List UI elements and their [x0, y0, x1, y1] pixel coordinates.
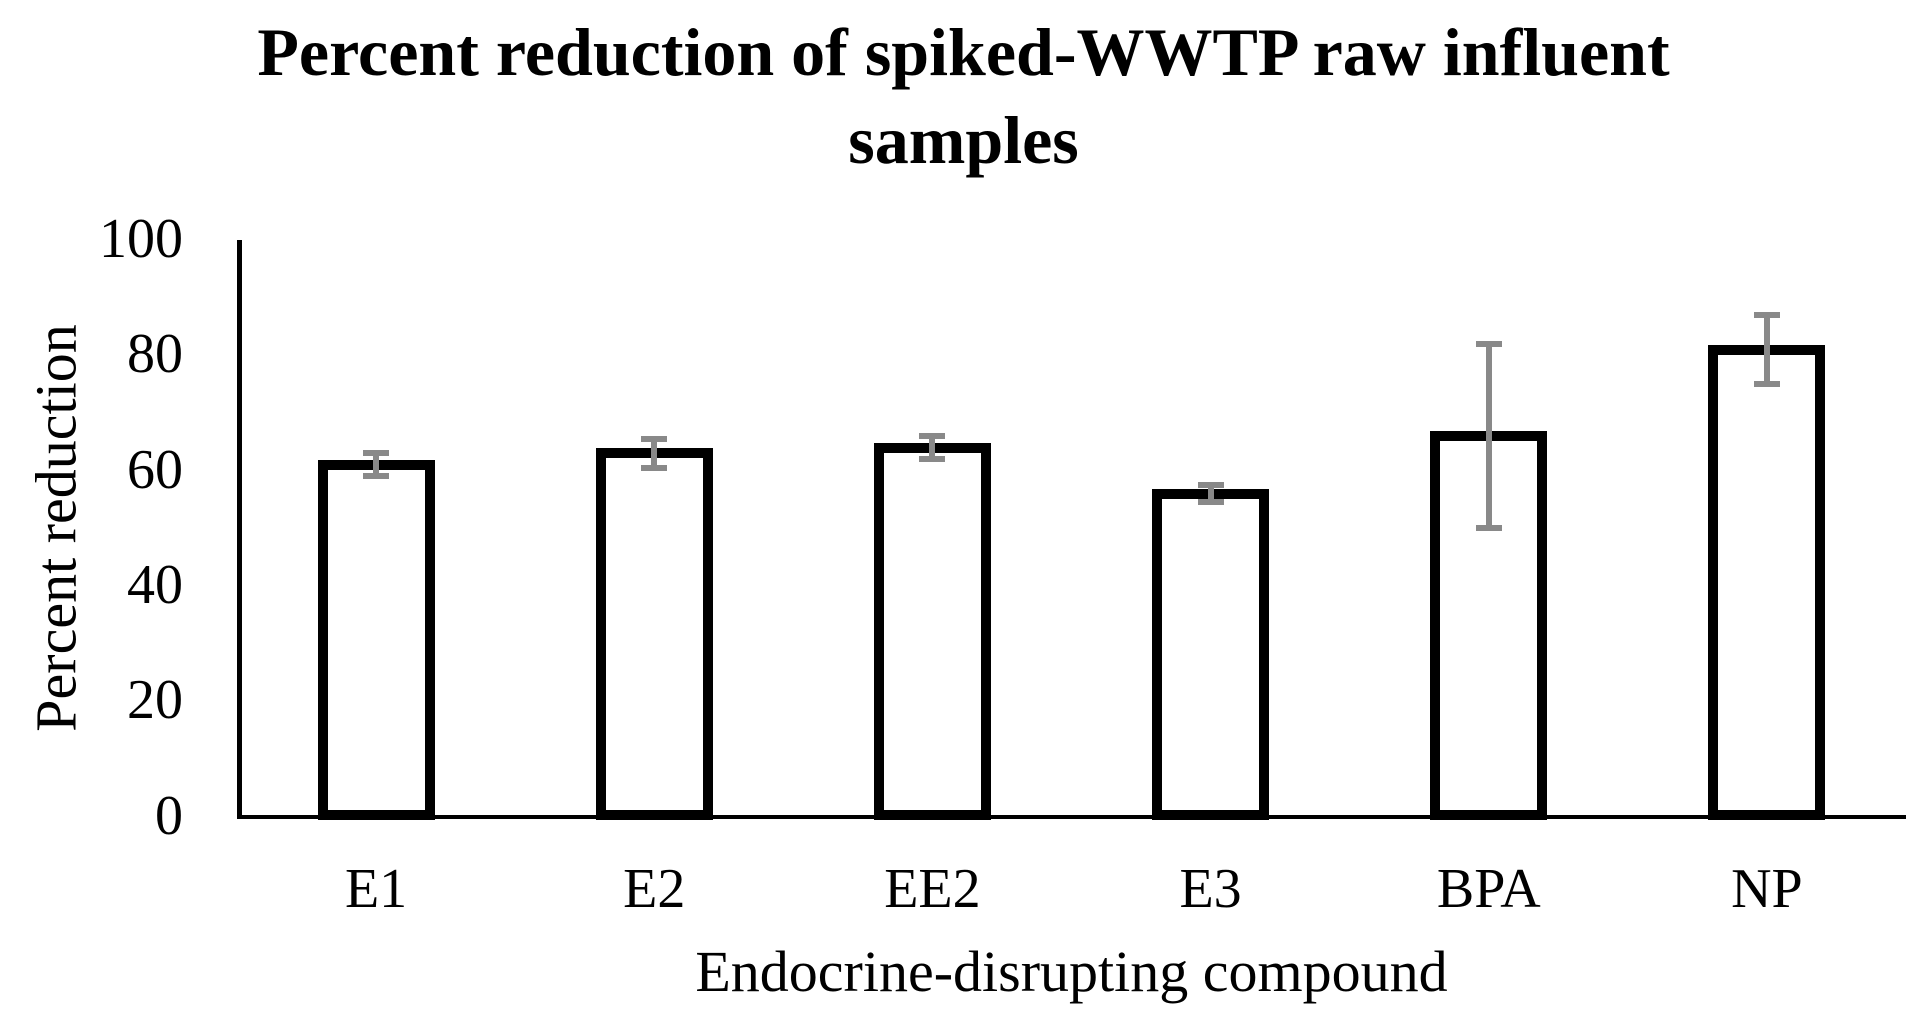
error-bar-line [1207, 485, 1214, 503]
y-axis-line [237, 240, 242, 819]
bar-e1 [317, 459, 435, 821]
error-bar-cap [1753, 381, 1780, 388]
error-bar-line [1763, 314, 1770, 385]
error-bar-cap [641, 435, 668, 442]
y-tick-label: 100 [99, 208, 183, 270]
y-tick-label: 40 [127, 553, 183, 616]
x-tick-label-ee2: EE2 [884, 858, 981, 920]
chart-title: Percent reduction of spiked-WWTP raw inf… [257, 14, 1670, 179]
x-axis-line [237, 815, 1906, 819]
error-bar-cap [1197, 499, 1224, 506]
error-bar-cap [1197, 482, 1224, 488]
x-axis-title: Endocrine-disrupting compound [695, 939, 1448, 1004]
x-tick-label-bpa: BPA [1436, 858, 1541, 920]
x-tick-label-e1: E1 [344, 858, 408, 920]
y-tick-label: 0 [155, 784, 183, 847]
x-tick-label-e2: E2 [623, 858, 686, 920]
error-bar-cap [363, 473, 390, 480]
y-tick-label: 60 [127, 438, 183, 501]
error-bar-cap [1475, 340, 1502, 347]
error-bar-cap [1475, 525, 1502, 532]
error-bar-cap [363, 450, 390, 457]
error-bar-cap [919, 456, 946, 463]
bar-np [1708, 344, 1826, 821]
x-tick-label-np: NP [1731, 858, 1803, 920]
error-bar-cap [641, 464, 668, 471]
y-tick-label: 20 [127, 669, 183, 732]
bar-e3 [1152, 488, 1270, 821]
x-tick-label-e3: E3 [1179, 858, 1242, 920]
error-bar-line [651, 438, 658, 468]
error-bar-cap [919, 433, 946, 439]
error-bar-line [929, 436, 936, 460]
error-bar-line [1485, 343, 1492, 529]
y-tick-label: 80 [127, 323, 183, 386]
error-bar-line [373, 453, 380, 477]
error-bar-cap [1753, 311, 1780, 318]
bar-ee2 [873, 442, 991, 821]
bar-e2 [595, 448, 713, 821]
